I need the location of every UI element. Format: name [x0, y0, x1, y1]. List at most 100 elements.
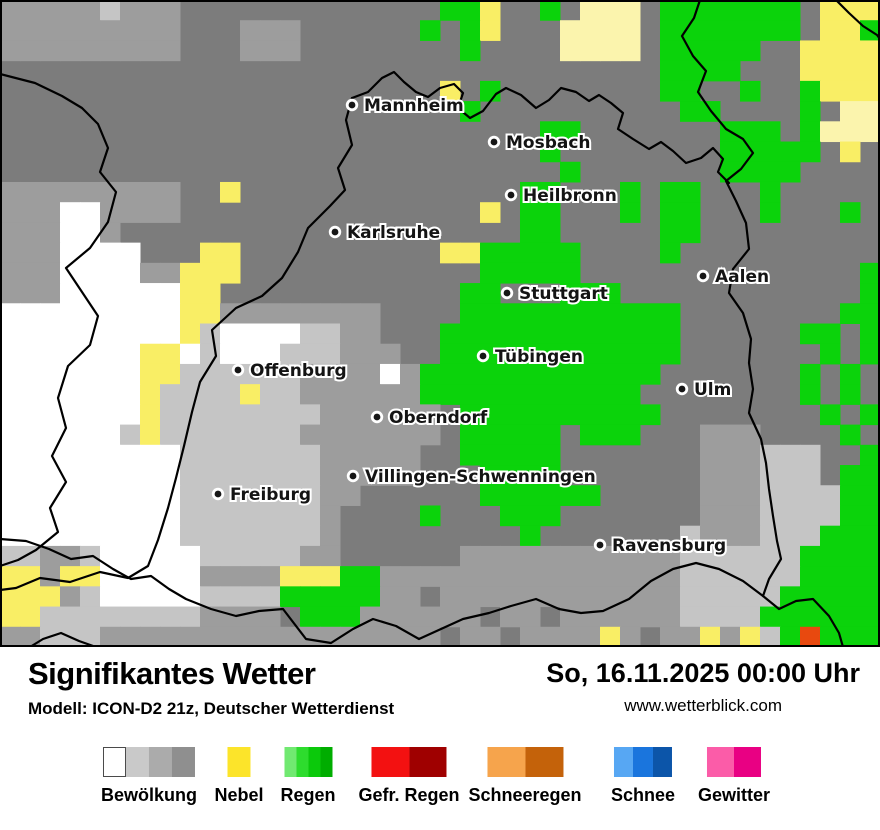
map-cell: [160, 303, 181, 324]
map-cell: [480, 80, 501, 102]
map-cell: [0, 202, 21, 223]
map-cell: [480, 384, 501, 405]
map-cell: [60, 323, 81, 345]
map-cell: [0, 505, 21, 527]
map-cell: [560, 566, 581, 587]
map-cell: [60, 525, 81, 547]
map-cell: [460, 424, 481, 446]
city-marker-t-bingen: Tübingen: [476, 345, 585, 369]
legend-swatch: [486, 747, 563, 777]
map-cell: [740, 80, 761, 102]
map-cell: [820, 485, 841, 506]
map-cell: [400, 566, 421, 587]
map-cell: [680, 101, 701, 122]
map-cell: [260, 545, 281, 567]
map-cell: [720, 626, 741, 647]
map-cell: [580, 0, 601, 21]
map-cell: [820, 40, 841, 62]
map-cell: [520, 465, 541, 486]
map-cell: [80, 626, 101, 647]
map-cell: [680, 181, 701, 203]
legend-label: Gefr. Regen: [358, 785, 460, 805]
map-cell: [240, 363, 261, 385]
map-cell: [0, 303, 21, 324]
map-cell: [80, 343, 101, 365]
map-cell: [480, 202, 501, 223]
map-cell: [220, 586, 241, 608]
map-cell: [260, 40, 281, 62]
map-cell: [0, 444, 21, 466]
map-cell: [240, 20, 261, 41]
city-dot: [503, 289, 511, 297]
map-cell: [60, 545, 81, 567]
city-label: Oberndorf: [389, 408, 488, 428]
map-cell: [80, 363, 101, 385]
map-cell: [800, 384, 821, 405]
map-cell: [560, 121, 581, 143]
map-cell: [840, 202, 861, 223]
map-cell: [220, 404, 241, 426]
map-cell: [100, 0, 121, 21]
map-cell: [220, 323, 241, 345]
map-cell: [500, 343, 521, 365]
border-line: [0, 72, 118, 568]
map-cell: [180, 303, 201, 324]
map-cell: [800, 626, 821, 647]
map-cell: [500, 242, 521, 264]
map-cell: [0, 20, 21, 41]
map-cell: [620, 303, 641, 324]
map-cell: [40, 262, 61, 284]
map-cell: [340, 485, 361, 506]
map-cell: [600, 626, 621, 647]
map-cell: [20, 343, 41, 365]
map-cell: [860, 566, 880, 587]
map-cell: [20, 181, 41, 203]
map-cell: [720, 606, 741, 628]
map-cell: [720, 60, 741, 82]
map-cell: [620, 40, 641, 62]
map-cell: [740, 444, 761, 466]
map-cell: [180, 262, 201, 284]
map-cell: [380, 343, 401, 365]
map-cell: [160, 505, 181, 527]
map-cell: [640, 404, 661, 426]
map-cell: [200, 566, 221, 587]
website-url: www.wetterblick.com: [624, 696, 783, 715]
legend-swatch-segment: [613, 747, 634, 777]
map-cell: [700, 525, 721, 547]
map-cell: [580, 40, 601, 62]
map-cell: [120, 444, 141, 466]
map-cell: [300, 606, 321, 628]
map-cell: [120, 20, 141, 41]
map-cell: [440, 242, 461, 264]
map-cell: [200, 444, 221, 466]
map-cell: [620, 323, 641, 345]
city-label: Freiburg: [230, 485, 311, 505]
legend: Bewölkung Nebel Regen Gefr. Regen Schneerege…: [0, 747, 880, 827]
map-cell: [800, 444, 821, 466]
city-label: Ravensburg: [612, 536, 726, 556]
map-cell: [20, 626, 41, 647]
map-cell: [640, 303, 661, 324]
map-cell: [740, 545, 761, 567]
map-cell: [80, 485, 101, 506]
map-cell: [300, 626, 321, 647]
footer: Signifikantes Wetter Modell: ICON-D2 21z…: [0, 647, 880, 830]
map-cell: [220, 262, 241, 284]
map-cell: [320, 505, 341, 527]
map-cell: [820, 343, 841, 365]
map-cell: [480, 444, 501, 466]
map-cell: [120, 363, 141, 385]
map-cell: [160, 363, 181, 385]
map-cell: [700, 444, 721, 466]
map-cell: [20, 465, 41, 486]
map-cell: [860, 465, 880, 486]
map-cell: [60, 20, 81, 41]
map-cell: [20, 202, 41, 223]
map-cell: [180, 444, 201, 466]
map-cell: [80, 40, 101, 62]
map-cell: [560, 303, 581, 324]
map-cell: [820, 586, 841, 608]
map-cell: [580, 303, 601, 324]
legend-item-gefr-regen: Gefr. Regen: [358, 747, 460, 806]
